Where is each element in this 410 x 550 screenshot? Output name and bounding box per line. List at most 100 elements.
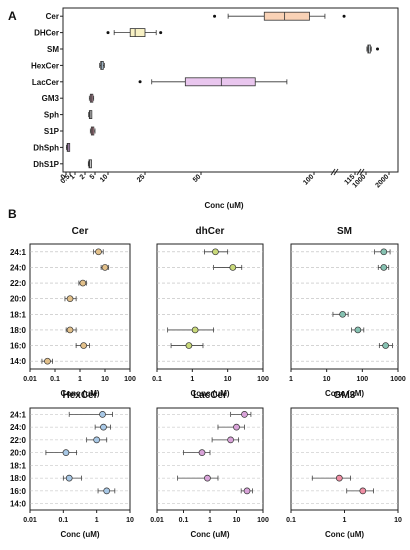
- point-24-0: [233, 423, 240, 431]
- x-tick-label: 100: [257, 376, 269, 383]
- point-20-0: [62, 449, 70, 456]
- outlier-dhcer: [159, 31, 163, 35]
- axis-break: [359, 168, 365, 176]
- outlier-sm: [376, 47, 379, 51]
- x-axis-label: Conc (uM): [325, 530, 364, 539]
- dot-plot-gm3: GM3 0.1 1 10 Conc (uM): [286, 390, 402, 539]
- x-tick-label: 0.1: [50, 376, 60, 383]
- point-18-0: [65, 474, 73, 482]
- box-dhcer: [129, 28, 146, 38]
- x-tick-label: 100: [356, 376, 368, 383]
- point-22-0: [227, 436, 234, 444]
- dot-plots-b: Cer 24:1 24:0 22:0 20:0 18:1 18:0 16:0 14:0 0.01 0…: [10, 226, 406, 539]
- box-cer: [263, 11, 310, 21]
- category-label-20-0: 20:0: [10, 295, 27, 304]
- x-tick-label: 100: [124, 376, 136, 383]
- point-16-0: [359, 487, 367, 495]
- outlier-laccer: [138, 80, 142, 84]
- x-tick-label: 0.01: [23, 517, 37, 524]
- plot-title: Cer: [72, 226, 89, 237]
- x-tick-label: 10: [126, 517, 134, 524]
- box-dhs1p: [88, 159, 92, 169]
- x-tick-label: 1: [208, 517, 212, 524]
- point-24-0: [100, 423, 107, 431]
- box-dhsph: [66, 142, 71, 152]
- category-label-gm3: GM3: [42, 94, 60, 103]
- plot-frame: [62, 7, 399, 173]
- box-sph: [88, 110, 93, 119]
- x-axis-label: Conc (uM): [190, 389, 229, 398]
- point-24-0: [101, 264, 109, 271]
- plot-frame: [29, 243, 131, 370]
- category-label-sm: SM: [47, 45, 59, 54]
- category-label-sph: Sph: [44, 111, 59, 120]
- dot-plot-dhcer: dhCer 0.1 1 10 100 Conc (uM): [152, 226, 269, 398]
- panel-a-label: A: [8, 9, 17, 23]
- x-tick-label: 10: [99, 173, 110, 184]
- x-tick-label: 0.01: [23, 376, 37, 383]
- category-label-laccer: LacCer: [32, 78, 59, 87]
- category-label-14-0: 14:0: [10, 500, 27, 509]
- x-tick-label: 0.1: [286, 517, 296, 524]
- point-18-0: [66, 326, 74, 334]
- point-18-0: [335, 474, 343, 482]
- x-tick-label: 100: [257, 517, 269, 524]
- x-tick-label: 2: [79, 173, 87, 181]
- category-label-dhcer: DHCer: [34, 29, 59, 38]
- category-label-16-0: 16:0: [10, 487, 27, 496]
- x-tick-label: 1000: [351, 173, 367, 189]
- category-label-18-1: 18:1: [10, 461, 27, 470]
- x-tick-label: 0.1: [179, 517, 189, 524]
- point-16-0: [185, 342, 193, 349]
- outlier-dhcer: [106, 31, 110, 35]
- outlier-cer: [342, 14, 346, 18]
- x-tick-label: 0.5: [60, 173, 72, 185]
- point-22-0: [79, 279, 87, 287]
- x-axis-label: Conc (uM): [325, 389, 364, 398]
- point-14-0: [44, 357, 51, 365]
- panel-b-label: B: [8, 207, 17, 221]
- point-24-1: [241, 411, 248, 418]
- x-tick-label: 1000: [390, 376, 406, 383]
- category-label-dhs1p: DhS1P: [33, 160, 59, 169]
- x-tick-label: 0.01: [150, 517, 164, 524]
- x-tick-label: 50: [192, 173, 203, 184]
- point-16-0: [243, 487, 251, 495]
- category-label-24-0: 24:0: [10, 423, 27, 432]
- category-label-cer: Cer: [46, 12, 59, 21]
- box-sm: [367, 44, 371, 54]
- point-16-0: [103, 487, 111, 495]
- plot-frame: [29, 407, 131, 511]
- x-tick-label: 5: [89, 173, 97, 181]
- category-label-22-0: 22:0: [10, 279, 27, 288]
- x-tick-label: 1: [69, 173, 77, 181]
- point-18-1: [339, 310, 346, 318]
- x-tick-label: 0: [60, 173, 68, 181]
- point-24-0: [229, 264, 237, 271]
- x-tick-label: 1: [78, 376, 82, 383]
- plot-frame: [156, 243, 264, 370]
- category-label-s1p: S1P: [44, 127, 60, 136]
- category-label-18-0: 18:0: [10, 326, 27, 335]
- point-24-0: [380, 264, 388, 271]
- x-tick-label: 1: [190, 376, 194, 383]
- category-label-16-0: 16:0: [10, 342, 27, 351]
- dot-plot-sm: SM 1 10 100 1000 Conc (uM): [289, 226, 406, 398]
- box-laccer: [184, 77, 256, 87]
- plot-title: dhCer: [196, 226, 225, 237]
- x-tick-label: 1: [95, 517, 99, 524]
- point-24-1: [95, 248, 102, 256]
- x-axis-label: Conc (uM): [60, 530, 99, 539]
- plot-title: SM: [337, 226, 352, 237]
- plot-title: LacCer: [193, 390, 227, 401]
- x-tick-label: 10: [233, 517, 241, 524]
- point-18-0: [191, 326, 199, 334]
- dot-plot-hexcer: HexCer 24:1 24:0 22:0 20:0 18:1 18:0 16:0 14:0 0.…: [10, 390, 134, 539]
- axis-break: [356, 168, 362, 176]
- point-24-1: [380, 248, 388, 256]
- category-label-18-1: 18:1: [10, 310, 27, 319]
- plot-frame: [156, 407, 264, 511]
- dot-plot-laccer: LacCer 0.01 0.1 1 10 100 Conc (uM): [150, 390, 269, 539]
- point-24-1: [212, 248, 219, 256]
